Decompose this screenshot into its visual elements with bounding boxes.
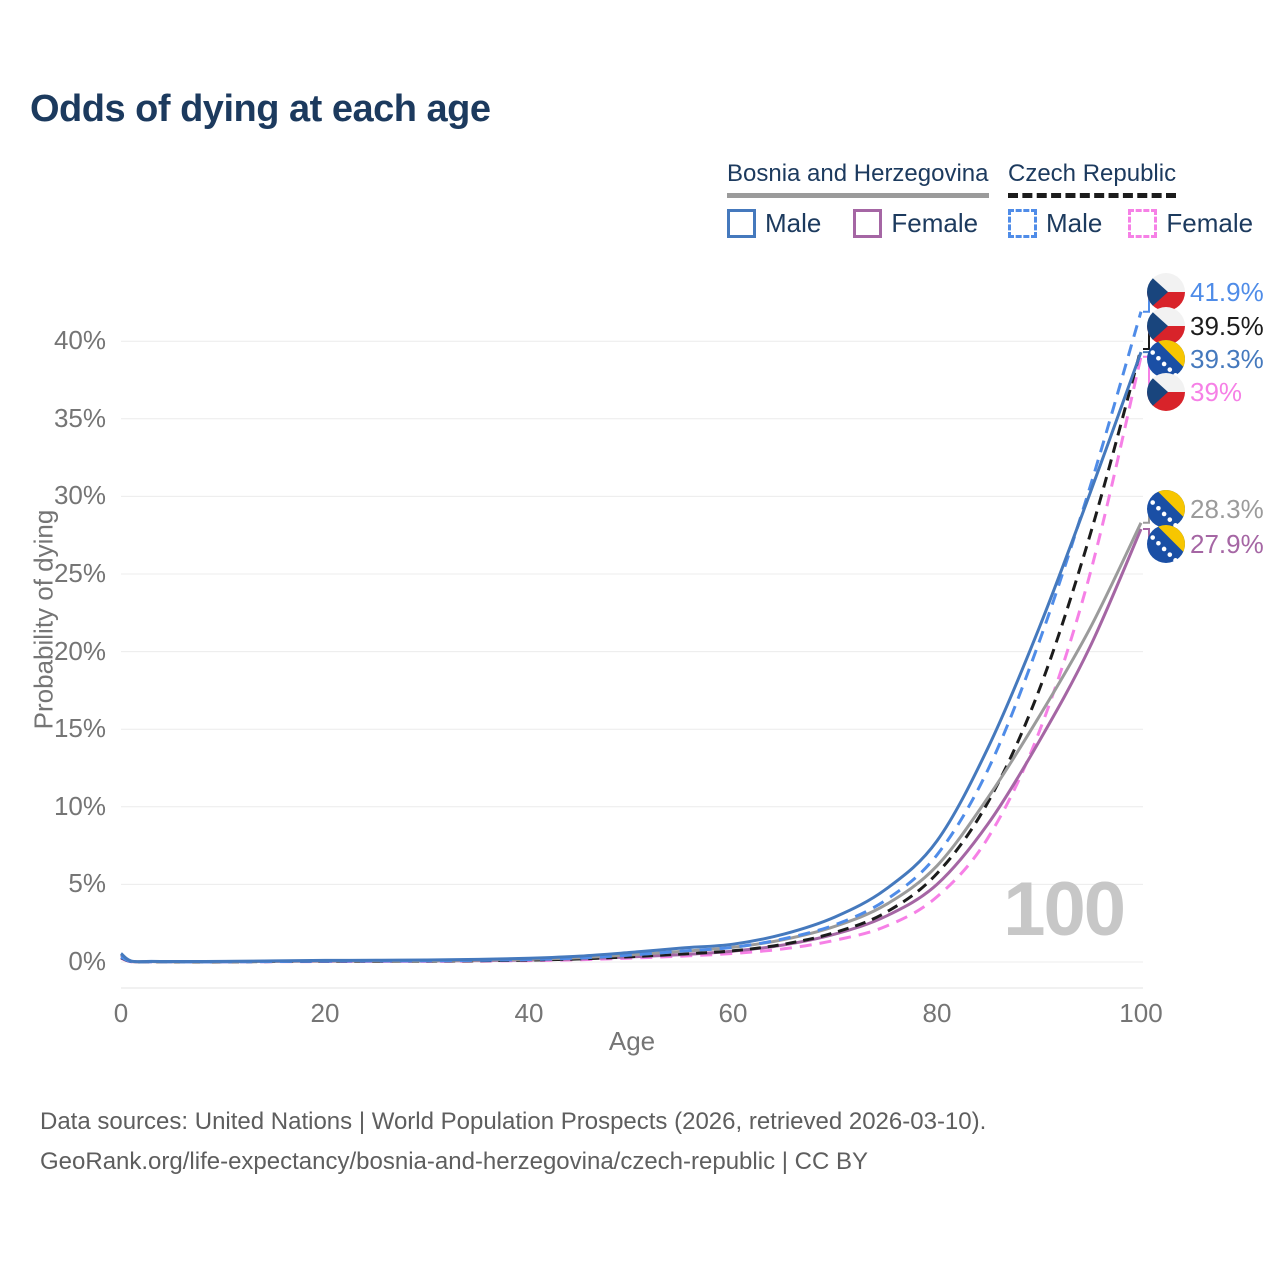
- czech-flag-icon: [1147, 307, 1185, 345]
- series-end-label-bosnia-and-herzegovina-female: 27.9%: [1190, 529, 1264, 559]
- legend-group-czech: Czech Republic Male Female: [1008, 160, 1253, 239]
- bosnia-flag-icon: [1147, 525, 1185, 563]
- y-tick-label: 20%: [53, 635, 106, 666]
- x-tick-label: 0: [113, 998, 129, 1028]
- legend-country-bosnia[interactable]: Bosnia and Herzegovina: [727, 160, 989, 198]
- y-tick-label: 30%: [53, 480, 106, 511]
- x-tick-label: 60: [718, 998, 748, 1028]
- legend-swatch-bosnia-female: [853, 209, 883, 238]
- y-tick-label: 5%: [68, 868, 106, 899]
- series-line-bosnia-and-herzegovina-male[interactable]: [120, 351, 1143, 964]
- page-title: Odds of dying at each age: [30, 88, 491, 130]
- x-axis-title: Age: [608, 1026, 656, 1056]
- y-tick-label: 40%: [53, 325, 106, 356]
- series-end-label-czech-republic-both-sexes: 39.5%: [1190, 311, 1264, 341]
- legend-group-bosnia: Bosnia and Herzegovina Male Female: [727, 160, 989, 239]
- series-line-bosnia-and-herzegovina-both-sexes[interactable]: [120, 522, 1143, 964]
- y-tick-label: 35%: [53, 402, 106, 433]
- legend-item-bosnia-female[interactable]: Female: [853, 208, 978, 239]
- bosnia-flag-icon: [1147, 340, 1185, 378]
- y-axis-title: Probability of dying: [28, 509, 59, 730]
- series-line-czech-republic-female[interactable]: [120, 356, 1143, 964]
- legend-country-czech[interactable]: Czech Republic: [1008, 160, 1177, 198]
- x-tick-label: 80: [922, 998, 952, 1028]
- legend-swatch-czech-female: [1128, 209, 1158, 238]
- legend-item-czech-male[interactable]: Male: [1008, 208, 1102, 239]
- x-tick-label: 20: [310, 998, 340, 1028]
- series-end-label-bosnia-and-herzegovina-male: 39.3%: [1190, 344, 1264, 374]
- y-tick-label: 0%: [68, 946, 106, 976]
- series-end-label-czech-republic-male: 41.9%: [1190, 277, 1264, 307]
- legend-item-bosnia-male[interactable]: Male: [727, 208, 821, 239]
- attribution-link-text: GeoRank.org/life-expectancy/bosnia-and-h…: [40, 1148, 868, 1175]
- bosnia-flag-icon: [1147, 490, 1185, 528]
- legend-item-czech-female[interactable]: Female: [1128, 208, 1253, 239]
- x-tick-label: 100: [1119, 998, 1163, 1028]
- legend-label-bosnia-male: Male: [765, 208, 822, 238]
- series-end-label-czech-republic-female: 39%: [1190, 377, 1242, 407]
- age-watermark: 100: [1003, 867, 1126, 952]
- series-line-czech-republic-both-sexes[interactable]: [120, 348, 1143, 964]
- series-end-label-bosnia-and-herzegovina-both-sexes: 28.3%: [1190, 494, 1264, 524]
- czech-flag-icon: [1147, 273, 1185, 311]
- legend-label-czech-male: Male: [1046, 208, 1103, 238]
- y-tick-label: 25%: [53, 558, 106, 588]
- legend-label-czech-female: Female: [1166, 208, 1254, 238]
- legend-swatch-czech-male: [1008, 209, 1037, 238]
- x-tick-label: 40: [514, 998, 544, 1028]
- y-tick-label: 15%: [53, 713, 106, 744]
- gridlines: [121, 340, 1143, 989]
- czech-flag-icon: [1147, 373, 1185, 411]
- legend-swatch-bosnia-male: [727, 209, 756, 238]
- legend-label-bosnia-female: Female: [891, 208, 979, 238]
- data-source-text: Data sources: United Nations | World Pop…: [40, 1108, 987, 1135]
- y-tick-label: 10%: [53, 790, 106, 821]
- series-line-czech-republic-male[interactable]: [120, 311, 1143, 964]
